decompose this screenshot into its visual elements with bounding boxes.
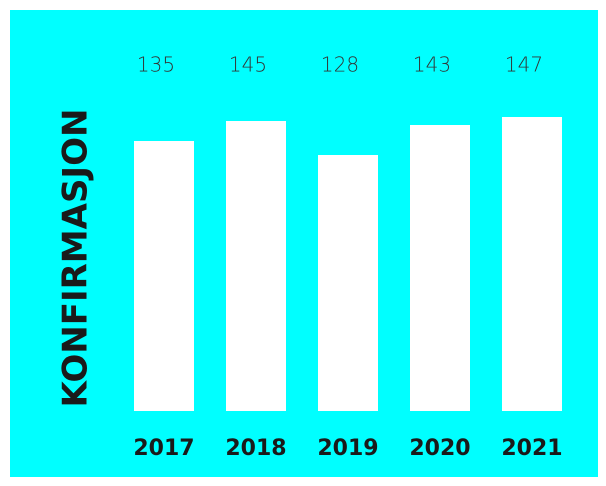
value-label: 147	[505, 53, 543, 77]
x-tick-label: 2018	[225, 436, 286, 461]
bar	[410, 125, 470, 411]
bar	[226, 121, 286, 411]
bar	[502, 117, 562, 411]
bar	[134, 141, 194, 411]
value-label: 143	[413, 53, 451, 77]
x-tick-label: 2019	[317, 436, 378, 461]
y-axis-label: KONFIRMASJON	[56, 109, 96, 408]
x-tick-label: 2020	[409, 436, 470, 461]
x-tick-label: 2021	[501, 436, 562, 461]
chart-background	[10, 10, 598, 477]
value-label: 145	[229, 53, 267, 77]
value-label: 135	[137, 53, 175, 77]
bar	[318, 155, 378, 411]
x-tick-label: 2017	[133, 436, 194, 461]
value-label: 128	[321, 53, 359, 77]
